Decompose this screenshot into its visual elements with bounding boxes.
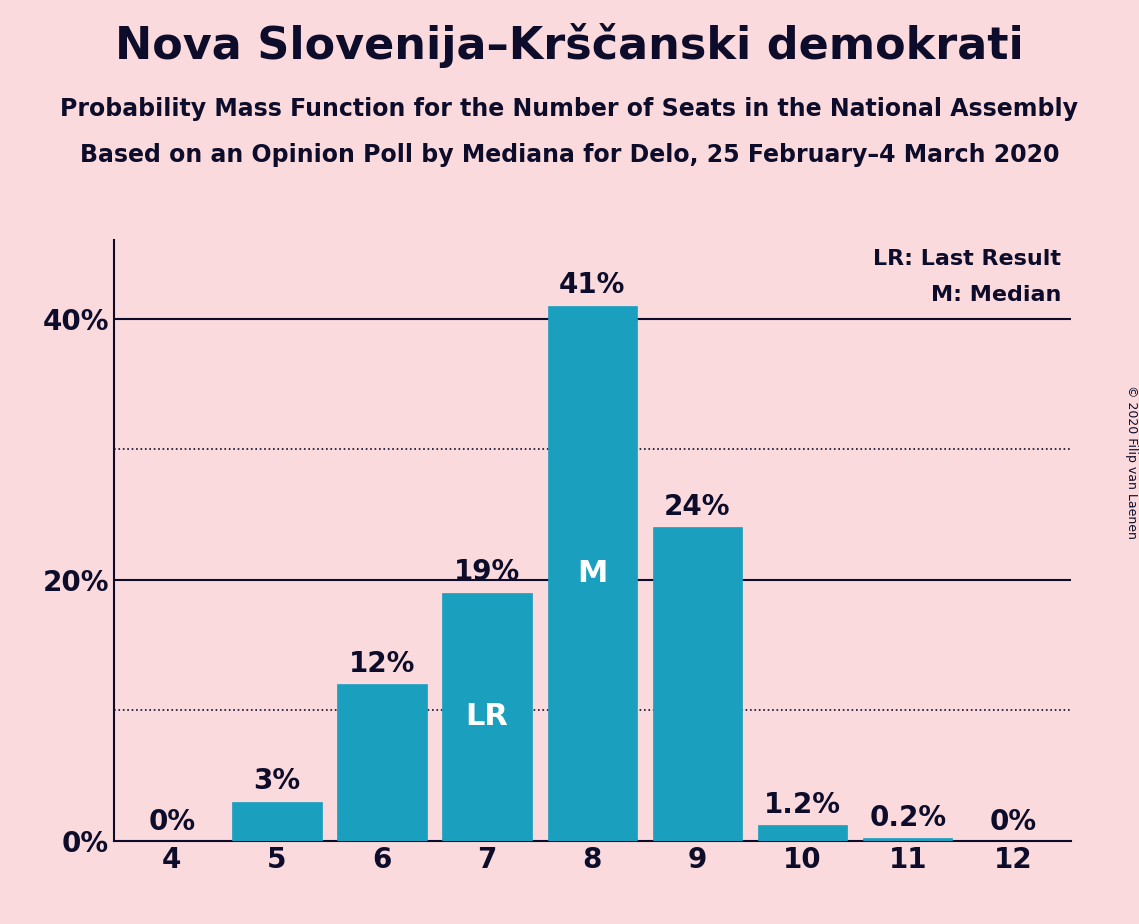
Bar <box>653 528 743 841</box>
Text: 0%: 0% <box>148 808 195 835</box>
Text: 0%: 0% <box>990 808 1036 835</box>
Bar <box>548 306 637 841</box>
Text: Probability Mass Function for the Number of Seats in the National Assembly: Probability Mass Function for the Number… <box>60 97 1079 121</box>
Text: © 2020 Filip van Laenen: © 2020 Filip van Laenen <box>1124 385 1138 539</box>
Text: M: Median: M: Median <box>931 286 1062 305</box>
Text: Based on an Opinion Poll by Mediana for Delo, 25 February–4 March 2020: Based on an Opinion Poll by Mediana for … <box>80 143 1059 167</box>
Text: Nova Slovenija–Krščanski demokrati: Nova Slovenija–Krščanski demokrati <box>115 23 1024 68</box>
Bar <box>863 838 952 841</box>
Text: 24%: 24% <box>664 493 730 521</box>
Bar <box>232 802 321 841</box>
Bar <box>337 684 427 841</box>
Text: M: M <box>577 559 607 588</box>
Text: 3%: 3% <box>253 767 301 796</box>
Bar <box>757 825 847 841</box>
Bar <box>442 593 532 841</box>
Text: 12%: 12% <box>349 650 416 677</box>
Text: 41%: 41% <box>559 271 625 299</box>
Text: 19%: 19% <box>454 558 521 586</box>
Text: LR: Last Result: LR: Last Result <box>874 249 1062 269</box>
Text: 0.2%: 0.2% <box>869 804 947 832</box>
Text: LR: LR <box>466 702 509 731</box>
Text: 1.2%: 1.2% <box>764 791 841 819</box>
